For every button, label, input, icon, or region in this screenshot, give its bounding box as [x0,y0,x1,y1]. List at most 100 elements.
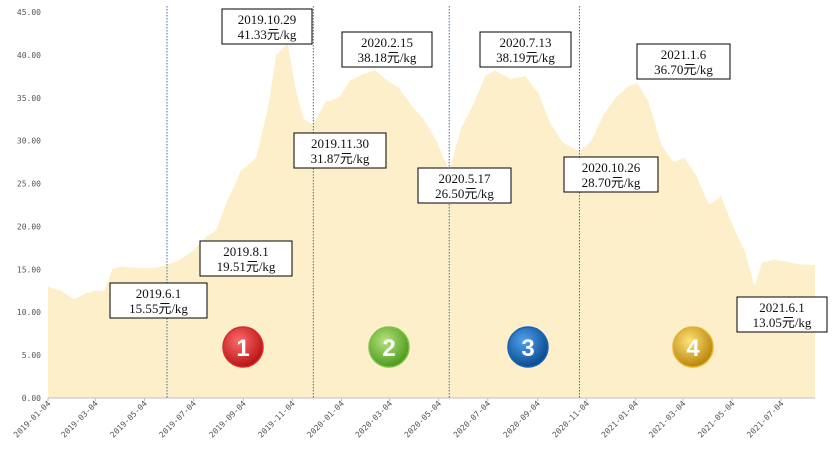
data-point-37 [471,105,474,107]
callout-value: 38.18元/kg [358,50,417,65]
data-point-28 [363,73,365,75]
x-tick-label: 2021-01-04 [600,399,641,440]
callout-value: 13.05元/kg [753,315,812,330]
phase-label: 3 [521,335,534,362]
data-point-51 [648,101,650,103]
data-point-48 [615,97,617,99]
callout-value: 19.51元/kg [217,259,276,274]
callout-2021.6.1: 2021.6.113.05元/kg [736,296,828,333]
y-tick-label: 5.00 [22,351,41,360]
data-point-3 [85,292,87,294]
data-point-44 [561,141,564,143]
price-area-layer [47,42,816,398]
callout-box [417,167,512,204]
y-tick-label: 35.00 [17,94,41,103]
phase-marker-layer: 1 2 3 4 [222,326,714,368]
callout-box [479,31,572,68]
data-point-26 [338,97,340,99]
phase-marker-2: 2 [368,326,410,368]
phase-label: 4 [686,335,700,362]
data-point-38 [484,75,486,77]
data-point-29 [374,69,376,72]
data-point-2 [73,298,75,300]
data-point-64 [797,263,799,265]
callout-box [109,282,208,319]
data-point-58 [732,225,734,227]
x-tick-label: 2019-11-04 [256,399,297,440]
data-point-16 [226,200,228,202]
data-point-50 [636,82,638,84]
callout-date: 2019.8.1 [223,244,269,259]
x-tick-label: 2019-03-04 [59,399,100,440]
x-tick-label: 2019-07-04 [157,399,198,440]
callout-2019.8.1: 2019.8.119.51元/kg [199,240,293,277]
phase-circle [507,326,549,368]
data-point-57 [720,195,722,197]
callout-date: 2020.7.13 [500,35,552,50]
price-area [48,43,815,398]
callout-box [221,8,313,45]
callout-value: 31.87元/kg [311,151,370,166]
data-point-60 [754,285,756,287]
data-point-41 [525,75,527,77]
x-tick-label: 2019-09-04 [207,399,248,440]
data-point-36 [460,127,462,129]
callout-box [293,132,387,169]
callout-date: 2021.1.6 [661,47,707,62]
data-point-5 [103,290,105,292]
x-tick-label: 2020-05-04 [403,399,444,440]
callout-box [736,296,828,333]
callout-date: 2021.6.1 [759,300,805,315]
data-point-6 [111,268,113,270]
data-point-14 [205,236,207,238]
data-point-20 [275,54,277,56]
x-tick-label: 2020-07-04 [452,399,493,440]
data-point-39 [494,69,496,71]
data-point-13 [190,251,192,253]
data-point-22 [295,88,297,90]
data-point-8 [132,267,134,269]
data-point-62 [773,259,775,261]
phase-marker-4: 4 [672,326,714,368]
callout-date: 2019.10.29 [238,12,297,27]
phase-marker-3: 3 [507,326,549,368]
data-point-65 [814,264,816,266]
callout-box [636,43,731,80]
data-point-59 [744,251,746,253]
callout-date: 2019.11.30 [311,136,369,151]
callout-box [199,240,293,277]
data-point-15 [215,230,217,232]
x-tick-label: 2019-05-04 [108,399,149,440]
data-point-0 [47,285,49,288]
data-point-9 [143,267,146,270]
data-point-31 [397,86,400,89]
data-point-52 [660,144,663,146]
x-tick-label: 2021-03-04 [647,399,688,440]
callout-date: 2019.6.1 [136,286,182,301]
callout-date: 2020.5.17 [439,171,492,186]
x-tick-label: 2019-01-04 [12,399,53,440]
data-point-47 [603,114,605,116]
callout-layer: 2019.6.115.55元/kg 2019.8.119.51元/kg 2019.1… [109,8,828,333]
x-tick-label: 2020-01-04 [305,399,346,440]
data-point-42 [537,92,540,95]
phase-marker-1: 1 [222,326,264,368]
phase-circle [672,326,714,368]
x-tick-label: 2020-03-04 [354,399,395,440]
data-point-23 [303,118,305,120]
data-point-53 [672,161,675,163]
data-point-1 [60,290,62,292]
data-point-34 [435,140,437,142]
data-point-25 [324,101,326,103]
data-point-18 [255,157,257,159]
data-point-61 [761,261,763,264]
data-point-55 [695,174,697,176]
callout-box [341,31,433,68]
data-point-17 [240,170,242,172]
data-point-54 [683,157,685,159]
